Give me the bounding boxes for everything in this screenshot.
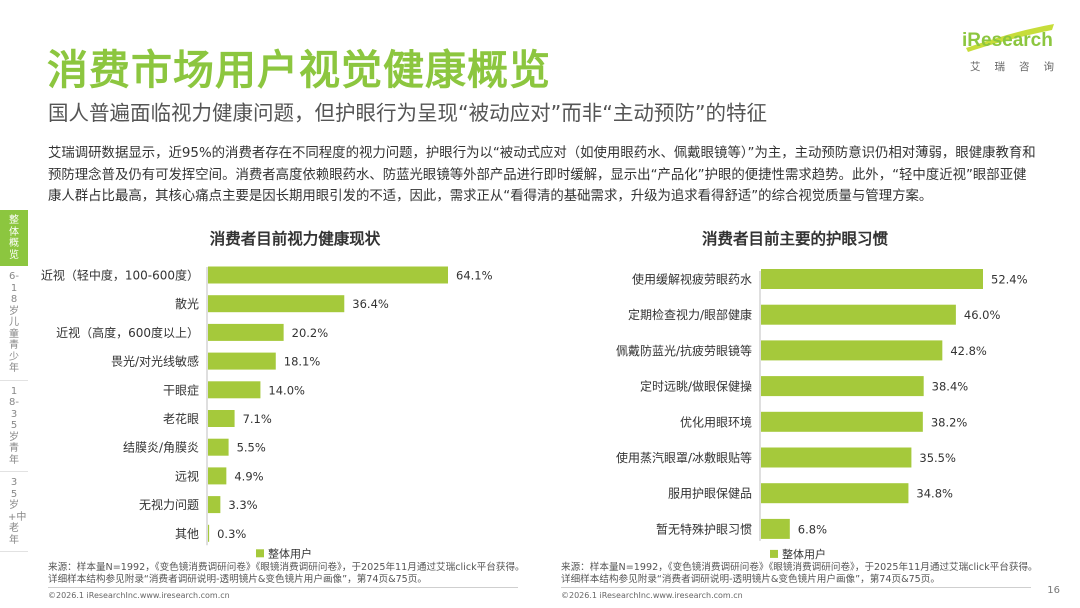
value-label: 14.0% — [268, 383, 305, 397]
category-label: 其他 — [175, 527, 199, 541]
side-tab-youth[interactable]: 6-18岁儿童青少年 — [0, 266, 28, 381]
value-label: 38.2% — [931, 415, 968, 429]
page-subtitle: 国人普遍面临视力健康问题，但护眼行为呈现“被动应对”而非“主动预防”的特征 — [48, 101, 767, 125]
copyright-left: ©2026.1 iResearchInc.www.iresearch.com.c… — [48, 591, 230, 600]
value-label: 3.3% — [228, 498, 257, 512]
legend-label: 整体用户 — [782, 547, 826, 561]
category-label: 近视（高度，600度以上） — [56, 325, 199, 340]
iresearch-logo-mark: iResearch — [962, 24, 1054, 52]
category-label: 近视（轻中度，100-600度） — [41, 268, 199, 283]
category-label: 佩戴防蓝光/抗疲劳眼镜等 — [616, 343, 752, 358]
side-tab-label: 35岁+中老年 — [8, 477, 27, 546]
value-label: 7.1% — [243, 412, 272, 426]
legend-swatch — [256, 549, 264, 558]
category-label: 干眼症 — [163, 382, 199, 397]
source-note-left: 来源：样本量N=1992，《变色镜消费调研问卷》《眼镜消费调研问卷》，于2025… — [48, 562, 525, 585]
bar — [761, 340, 943, 361]
side-tab-label: 18-35岁青年 — [9, 385, 19, 466]
bar — [761, 447, 912, 468]
legend-swatch — [770, 549, 778, 558]
footer-divider-right — [561, 587, 1031, 588]
category-label: 畏光/对光线敏感 — [111, 354, 199, 369]
category-label: 定时远眺/做眼保健操 — [640, 379, 752, 394]
bar — [761, 304, 956, 325]
value-label: 38.4% — [932, 380, 969, 394]
category-label: 无视力问题 — [139, 497, 199, 512]
category-label: 定期检查视力/眼部健康 — [628, 307, 752, 322]
copyright-right: ©2026.1 iResearchInc.www.iresearch.com.c… — [561, 591, 743, 600]
side-nav: 整体概览 6-18岁儿童青少年 18-35岁青年 35岁+中老年 — [0, 210, 28, 552]
value-label: 52.4% — [991, 273, 1028, 287]
bar — [208, 323, 284, 341]
value-label: 20.2% — [292, 326, 329, 340]
chart-title-eye-care-habits: 消费者目前主要的护眼习惯 — [701, 230, 888, 248]
category-label: 优化用眼环境 — [680, 414, 752, 429]
chart-title-vision-status: 消费者目前视力健康现状 — [209, 230, 381, 248]
bar — [208, 438, 229, 456]
side-tab-label: 整体概览 — [9, 215, 19, 261]
value-label: 46.0% — [964, 308, 1001, 322]
svg-text:iResearch: iResearch — [962, 30, 1053, 51]
side-tab-label: 6-18岁儿童青少年 — [9, 271, 19, 374]
bar — [761, 483, 909, 504]
bar — [208, 295, 345, 313]
footer-divider-left — [48, 587, 518, 588]
value-label: 0.3% — [217, 527, 246, 541]
value-label: 5.5% — [237, 441, 266, 455]
page-title: 消费市场用户视觉健康概览 — [47, 46, 551, 94]
category-label: 远视 — [175, 468, 199, 483]
category-label: 老花眼 — [163, 411, 199, 426]
category-label: 服用护眼保健品 — [668, 487, 752, 501]
category-label: 散光 — [175, 296, 199, 311]
page-number: 16 — [1047, 585, 1060, 596]
bar — [208, 496, 221, 514]
value-label: 42.8% — [950, 344, 987, 358]
legend-label: 整体用户 — [268, 546, 312, 560]
bar — [208, 266, 448, 284]
bar — [761, 269, 983, 289]
category-label: 结膜炎/角膜炎 — [123, 441, 199, 455]
bar — [208, 381, 261, 399]
side-tab-young-adult[interactable]: 18-35岁青年 — [0, 381, 28, 472]
bar — [208, 410, 235, 427]
value-label: 34.8% — [916, 487, 953, 501]
value-label: 6.8% — [798, 522, 827, 536]
value-label: 18.1% — [284, 355, 321, 369]
bar — [208, 524, 210, 542]
side-tab-middle-aged[interactable]: 35岁+中老年 — [0, 472, 28, 552]
bar — [208, 467, 227, 485]
bar — [761, 411, 923, 432]
vision-status-chart: 近视（轻中度，100-600度） 64.1% 散光 36.4% 近视（高度，600度以上… — [41, 266, 493, 560]
eye-care-habits-chart: 使用缓解视疲劳眼药水 52.4% 定期检查视力/眼部健康 46.0% 佩戴防蓝光/抗疲劳… — [616, 269, 1028, 561]
value-label: 64.1% — [456, 269, 493, 283]
bar — [761, 376, 924, 397]
value-label: 4.9% — [234, 469, 263, 483]
logo-subtitle: 艾瑞咨询 — [970, 61, 1068, 73]
summary-text: 艾瑞调研数据显示，近95%的消费者存在不同程度的视力问题，护眼行为以“被动式应对… — [48, 146, 1036, 204]
iresearch-logo: iResearch 艾瑞咨询 — [960, 22, 1060, 74]
category-label: 使用缓解视疲劳眼药水 — [632, 272, 752, 287]
value-label: 36.4% — [352, 297, 389, 311]
source-note-right: 来源：样本量N=1992，《变色镜消费调研问卷》《眼镜消费调研问卷》，于2025… — [561, 562, 1038, 585]
side-tab-overview[interactable]: 整体概览 — [0, 210, 28, 266]
bar — [761, 518, 790, 539]
category-label: 使用蒸汽眼罩/冰敷眼贴等 — [616, 450, 752, 465]
bar — [208, 352, 276, 370]
value-label: 35.5% — [919, 451, 956, 465]
category-label: 暂无特殊护眼习惯 — [656, 521, 752, 536]
